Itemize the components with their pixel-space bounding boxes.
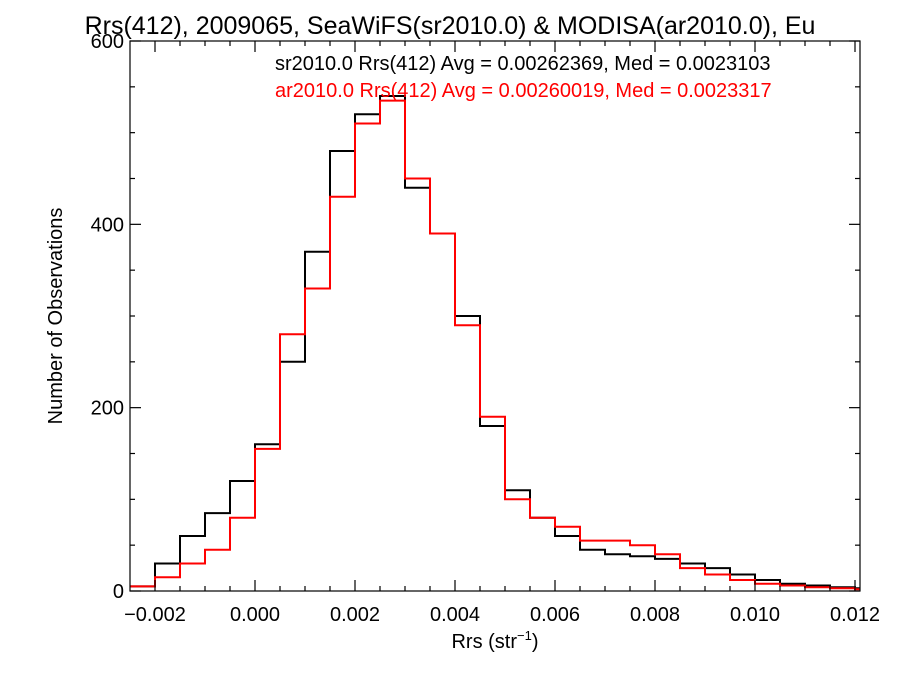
x-tick-label: 0.004 — [430, 604, 480, 626]
x-tick-label: −0.002 — [124, 604, 186, 626]
x-tick-label: 0.000 — [230, 604, 280, 626]
y-tick-label: 400 — [91, 214, 124, 236]
x-tick-label: 0.002 — [330, 604, 380, 626]
plot-frame — [129, 40, 861, 592]
annotation-ar2010: ar2010.0 Rrs(412) Avg = 0.00260019, Med … — [275, 80, 772, 102]
annotation-sr2010: sr2010.0 Rrs(412) Avg = 0.00262369, Med … — [275, 53, 771, 75]
y-tick-label: 0 — [113, 581, 124, 603]
ticks-layer: −0.002 0.000 0.002 0.004 0.006 0.008 0.010 0.01… — [91, 31, 880, 626]
x-tick-label: 0.006 — [530, 604, 580, 626]
series-line-ar2010.0 — [130, 99, 860, 591]
chart-title: Rrs(412), 2009065, SeaWiFS(sr2010.0) & M… — [85, 12, 816, 40]
series-layer — [130, 95, 860, 591]
x-axis-label: Rrs (str−1) — [451, 628, 538, 653]
x-tick-label: 0.010 — [730, 604, 780, 626]
y-tick-label: 600 — [91, 31, 124, 53]
y-axis-label: Number of Observations — [45, 208, 67, 425]
x-tick-label: 0.008 — [630, 604, 680, 626]
series-line-sr2010.0 — [130, 95, 860, 590]
x-tick-label: 0.012 — [830, 604, 880, 626]
y-tick-label: 200 — [91, 398, 124, 420]
